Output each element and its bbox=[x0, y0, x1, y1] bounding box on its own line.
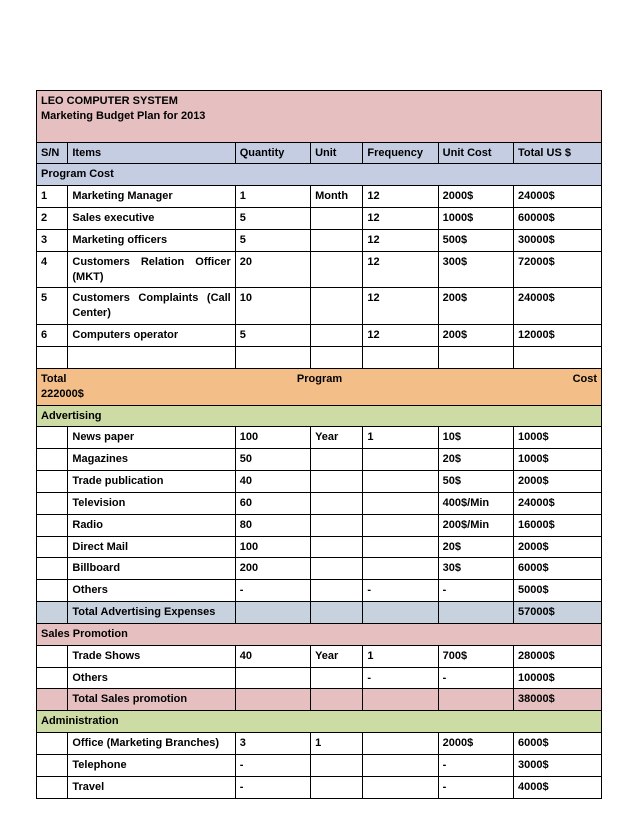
title-cell: LEO COMPUTER SYSTEM Marketing Budget Pla… bbox=[37, 91, 602, 143]
table-row: Billboard20030$6000$ bbox=[37, 558, 602, 580]
table-row: 6 Computers operator 5 12 200$ 12000$ bbox=[37, 325, 602, 347]
table-row: Travel--4000$ bbox=[37, 776, 602, 798]
cell-unit: Month bbox=[311, 186, 363, 208]
cell-cost: 2000$ bbox=[438, 186, 513, 208]
cell-freq: 12 bbox=[363, 186, 438, 208]
table-row: Office (Marketing Branches)312000$6000$ bbox=[37, 733, 602, 755]
section-header-salespromo: Sales Promotion bbox=[37, 623, 602, 645]
col-frequency: Frequency bbox=[363, 142, 438, 164]
table-row: 4 Customers Relation Officer (MKT) 20 12… bbox=[37, 251, 602, 288]
program-total-cell: Total Program Cost 222000$ bbox=[37, 368, 602, 405]
table-row: 2 Sales executive 5 12 1000$ 60000$ bbox=[37, 208, 602, 230]
section-header-program: Program Cost bbox=[37, 164, 602, 186]
col-unit: Unit bbox=[311, 142, 363, 164]
table-row: 5 Customers Complaints (Call Center) 10 … bbox=[37, 288, 602, 325]
section-header-admin: Administration bbox=[37, 711, 602, 733]
table-row: Trade Shows40Year1700$28000$ bbox=[37, 645, 602, 667]
table-row: Telephone--3000$ bbox=[37, 755, 602, 777]
table-row: Radio80200$/Min16000$ bbox=[37, 514, 602, 536]
advertising-subtotal-row: Total Advertising Expenses 57000$ bbox=[37, 602, 602, 624]
title-line2: Marketing Budget Plan for 2013 bbox=[41, 109, 597, 124]
col-items: Items bbox=[68, 142, 235, 164]
table-row: Others--10000$ bbox=[37, 667, 602, 689]
table-row: Television60400$/Min24000$ bbox=[37, 492, 602, 514]
cell-total: 24000$ bbox=[513, 186, 601, 208]
col-sn: S/N bbox=[37, 142, 68, 164]
salespromo-subtotal-row: Total Sales promotion 38000$ bbox=[37, 689, 602, 711]
table-row: Magazines5020$1000$ bbox=[37, 449, 602, 471]
table-row: Trade publication4050$2000$ bbox=[37, 471, 602, 493]
col-total: Total US $ bbox=[513, 142, 601, 164]
cell-qty: 1 bbox=[235, 186, 310, 208]
table-row: 3 Marketing officers 5 12 500$ 30000$ bbox=[37, 229, 602, 251]
column-header-row: S/N Items Quantity Unit Frequency Unit C… bbox=[37, 142, 602, 164]
section-header-advertising: Advertising bbox=[37, 405, 602, 427]
section-label: Program Cost bbox=[37, 164, 602, 186]
cell-sn: 1 bbox=[37, 186, 68, 208]
table-row: Others---5000$ bbox=[37, 580, 602, 602]
total-mid: Program bbox=[297, 373, 342, 385]
table-row bbox=[37, 346, 602, 368]
title-line1: LEO COMPUTER SYSTEM bbox=[41, 94, 597, 109]
cell-items: Marketing Manager bbox=[68, 186, 235, 208]
table-row: 1 Marketing Manager 1 Month 12 2000$ 240… bbox=[37, 186, 602, 208]
budget-table: LEO COMPUTER SYSTEM Marketing Budget Pla… bbox=[36, 90, 602, 799]
table-row: News paper100Year110$1000$ bbox=[37, 427, 602, 449]
total-right: Cost bbox=[573, 373, 597, 385]
page: LEO COMPUTER SYSTEM Marketing Budget Pla… bbox=[0, 0, 638, 826]
program-total-row: Total Program Cost 222000$ bbox=[37, 368, 602, 405]
total-value: 222000$ bbox=[41, 387, 597, 402]
table-row: Direct Mail10020$2000$ bbox=[37, 536, 602, 558]
total-left: Total bbox=[41, 373, 66, 385]
col-quantity: Quantity bbox=[235, 142, 310, 164]
table-header-row: LEO COMPUTER SYSTEM Marketing Budget Pla… bbox=[37, 91, 602, 143]
col-unitcost: Unit Cost bbox=[438, 142, 513, 164]
